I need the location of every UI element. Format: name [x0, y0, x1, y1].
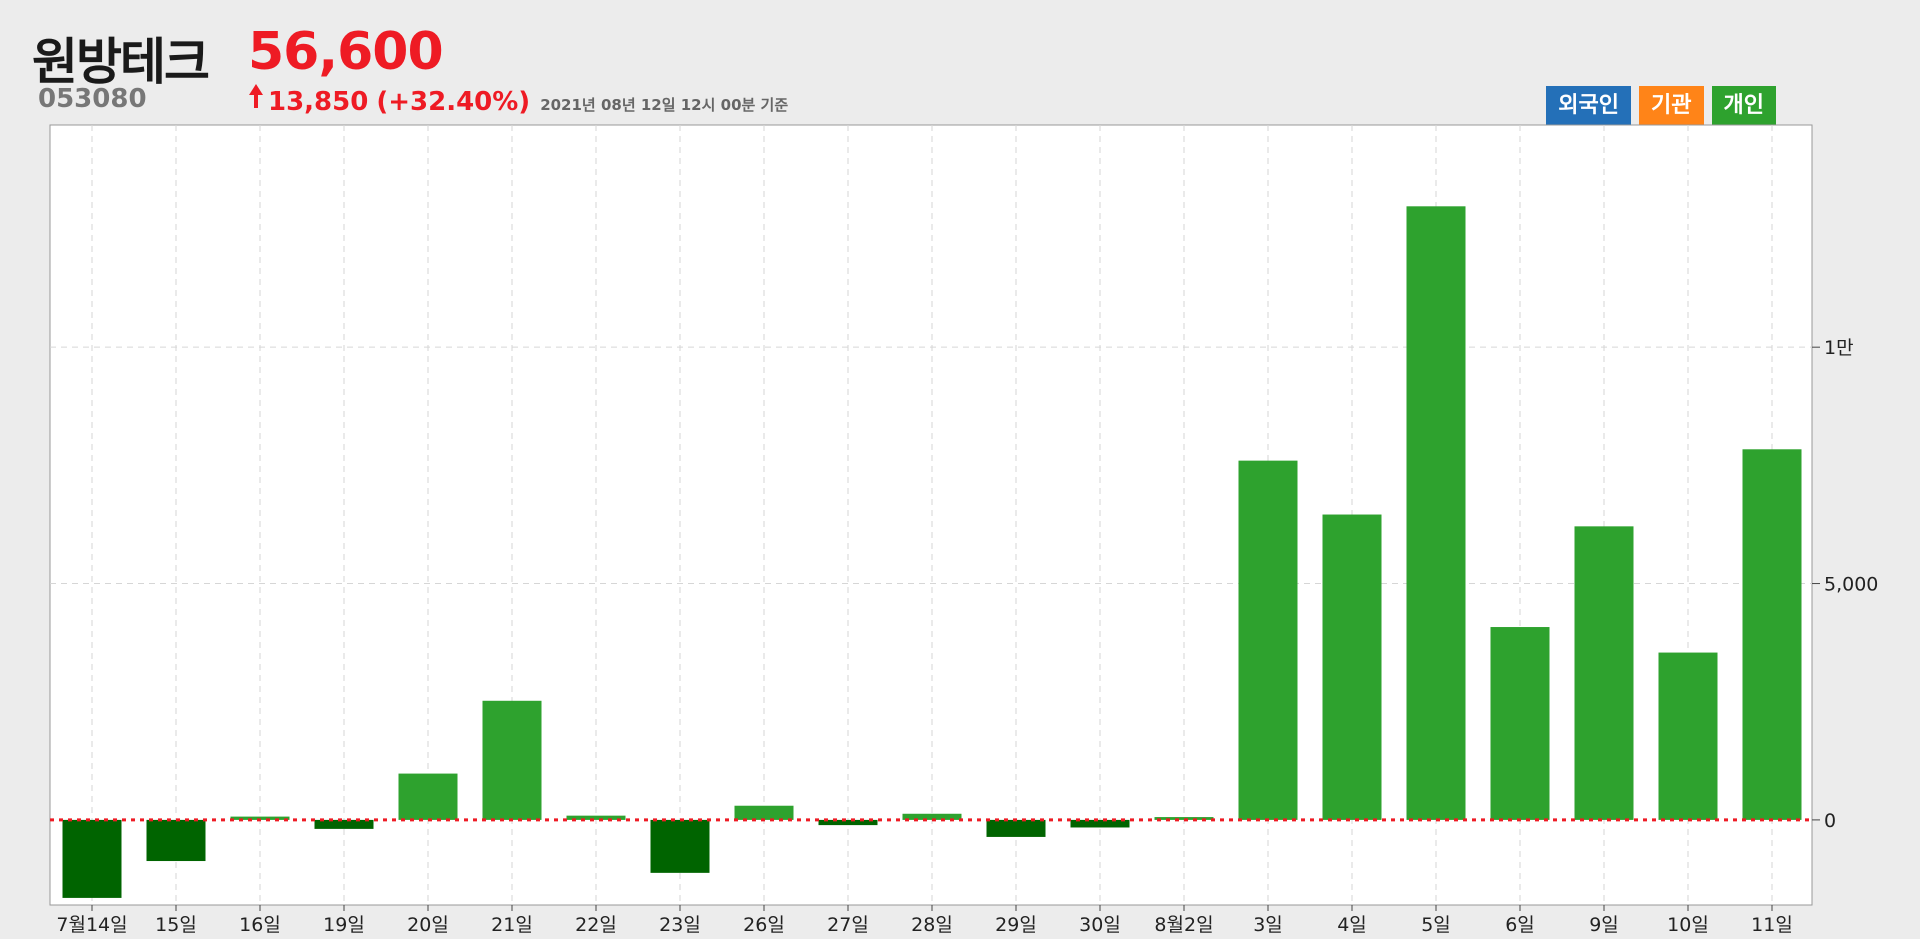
bar: [1658, 652, 1718, 820]
x-tick-label: 3일: [1253, 914, 1283, 936]
bar: [146, 819, 206, 862]
legend-button-institution[interactable]: 기관: [1639, 86, 1704, 126]
x-tick-label: 11일: [1751, 914, 1793, 936]
bar: [1490, 627, 1550, 820]
bar: [398, 773, 458, 820]
y-tick-label: 1만: [1824, 337, 1854, 359]
bar: [902, 813, 962, 820]
x-tick-label: 19일: [323, 914, 365, 936]
bar: [230, 816, 290, 820]
bar: [986, 819, 1046, 837]
x-tick-label: 10일: [1667, 914, 1709, 936]
price-change-percent: (+32.40%): [376, 87, 531, 117]
y-tick-label: 5,000: [1824, 574, 1878, 596]
bar: [314, 819, 374, 829]
price-change-row: 13,850 (+32.40%) 2021년 08년 12일 12시 00분 기…: [248, 84, 788, 117]
x-tick-label: 21일: [491, 914, 533, 936]
y-tick-label: 0: [1824, 810, 1836, 832]
x-tick-label: 28일: [911, 914, 953, 936]
bar: [1574, 526, 1634, 820]
x-tick-label: 5일: [1421, 914, 1451, 936]
legend-button-foreign[interactable]: 외국인: [1546, 86, 1632, 126]
bar: [1742, 449, 1802, 820]
price-change: 13,850: [268, 87, 369, 117]
x-tick-label: 7월14일: [56, 914, 127, 936]
x-tick-label: 30일: [1079, 914, 1121, 936]
legend-button-individual[interactable]: 개인: [1711, 86, 1776, 126]
x-tick-label: 29일: [995, 914, 1037, 936]
stock-code: 053080: [38, 84, 147, 114]
bar: [566, 815, 626, 820]
x-tick-label: 9일: [1589, 914, 1619, 936]
x-tick-label: 26일: [743, 914, 785, 936]
bar: [1406, 206, 1466, 820]
x-tick-label: 4일: [1337, 914, 1367, 936]
bar: [1322, 514, 1382, 820]
stock-name: 원방테크: [32, 33, 210, 91]
bar: [62, 819, 122, 898]
up-arrow-icon: [248, 84, 266, 110]
stock-header: 원방테크 053080 56,600 13,850 (+32.40%) 2021…: [32, 18, 1892, 126]
bar: [482, 700, 542, 820]
bar: [650, 819, 710, 873]
x-tick-label: 15일: [155, 914, 197, 936]
x-tick-label: 20일: [407, 914, 449, 936]
bar: [734, 805, 794, 820]
bar: [818, 819, 878, 826]
investor-legend: 외국인 기관 개인: [1546, 86, 1776, 126]
x-tick-label: 8월2일: [1154, 914, 1213, 936]
x-tick-label: 23일: [659, 914, 701, 936]
current-price: 56,600: [248, 22, 444, 82]
x-tick-label: 6일: [1505, 914, 1535, 936]
bar: [1070, 819, 1130, 828]
timestamp: 2021년 08년 12일 12시 00분 기준: [540, 96, 789, 114]
x-tick-label: 22일: [575, 914, 617, 936]
x-tick-label: 27일: [827, 914, 869, 936]
x-tick-label: 16일: [239, 914, 281, 936]
bar: [1238, 460, 1298, 820]
